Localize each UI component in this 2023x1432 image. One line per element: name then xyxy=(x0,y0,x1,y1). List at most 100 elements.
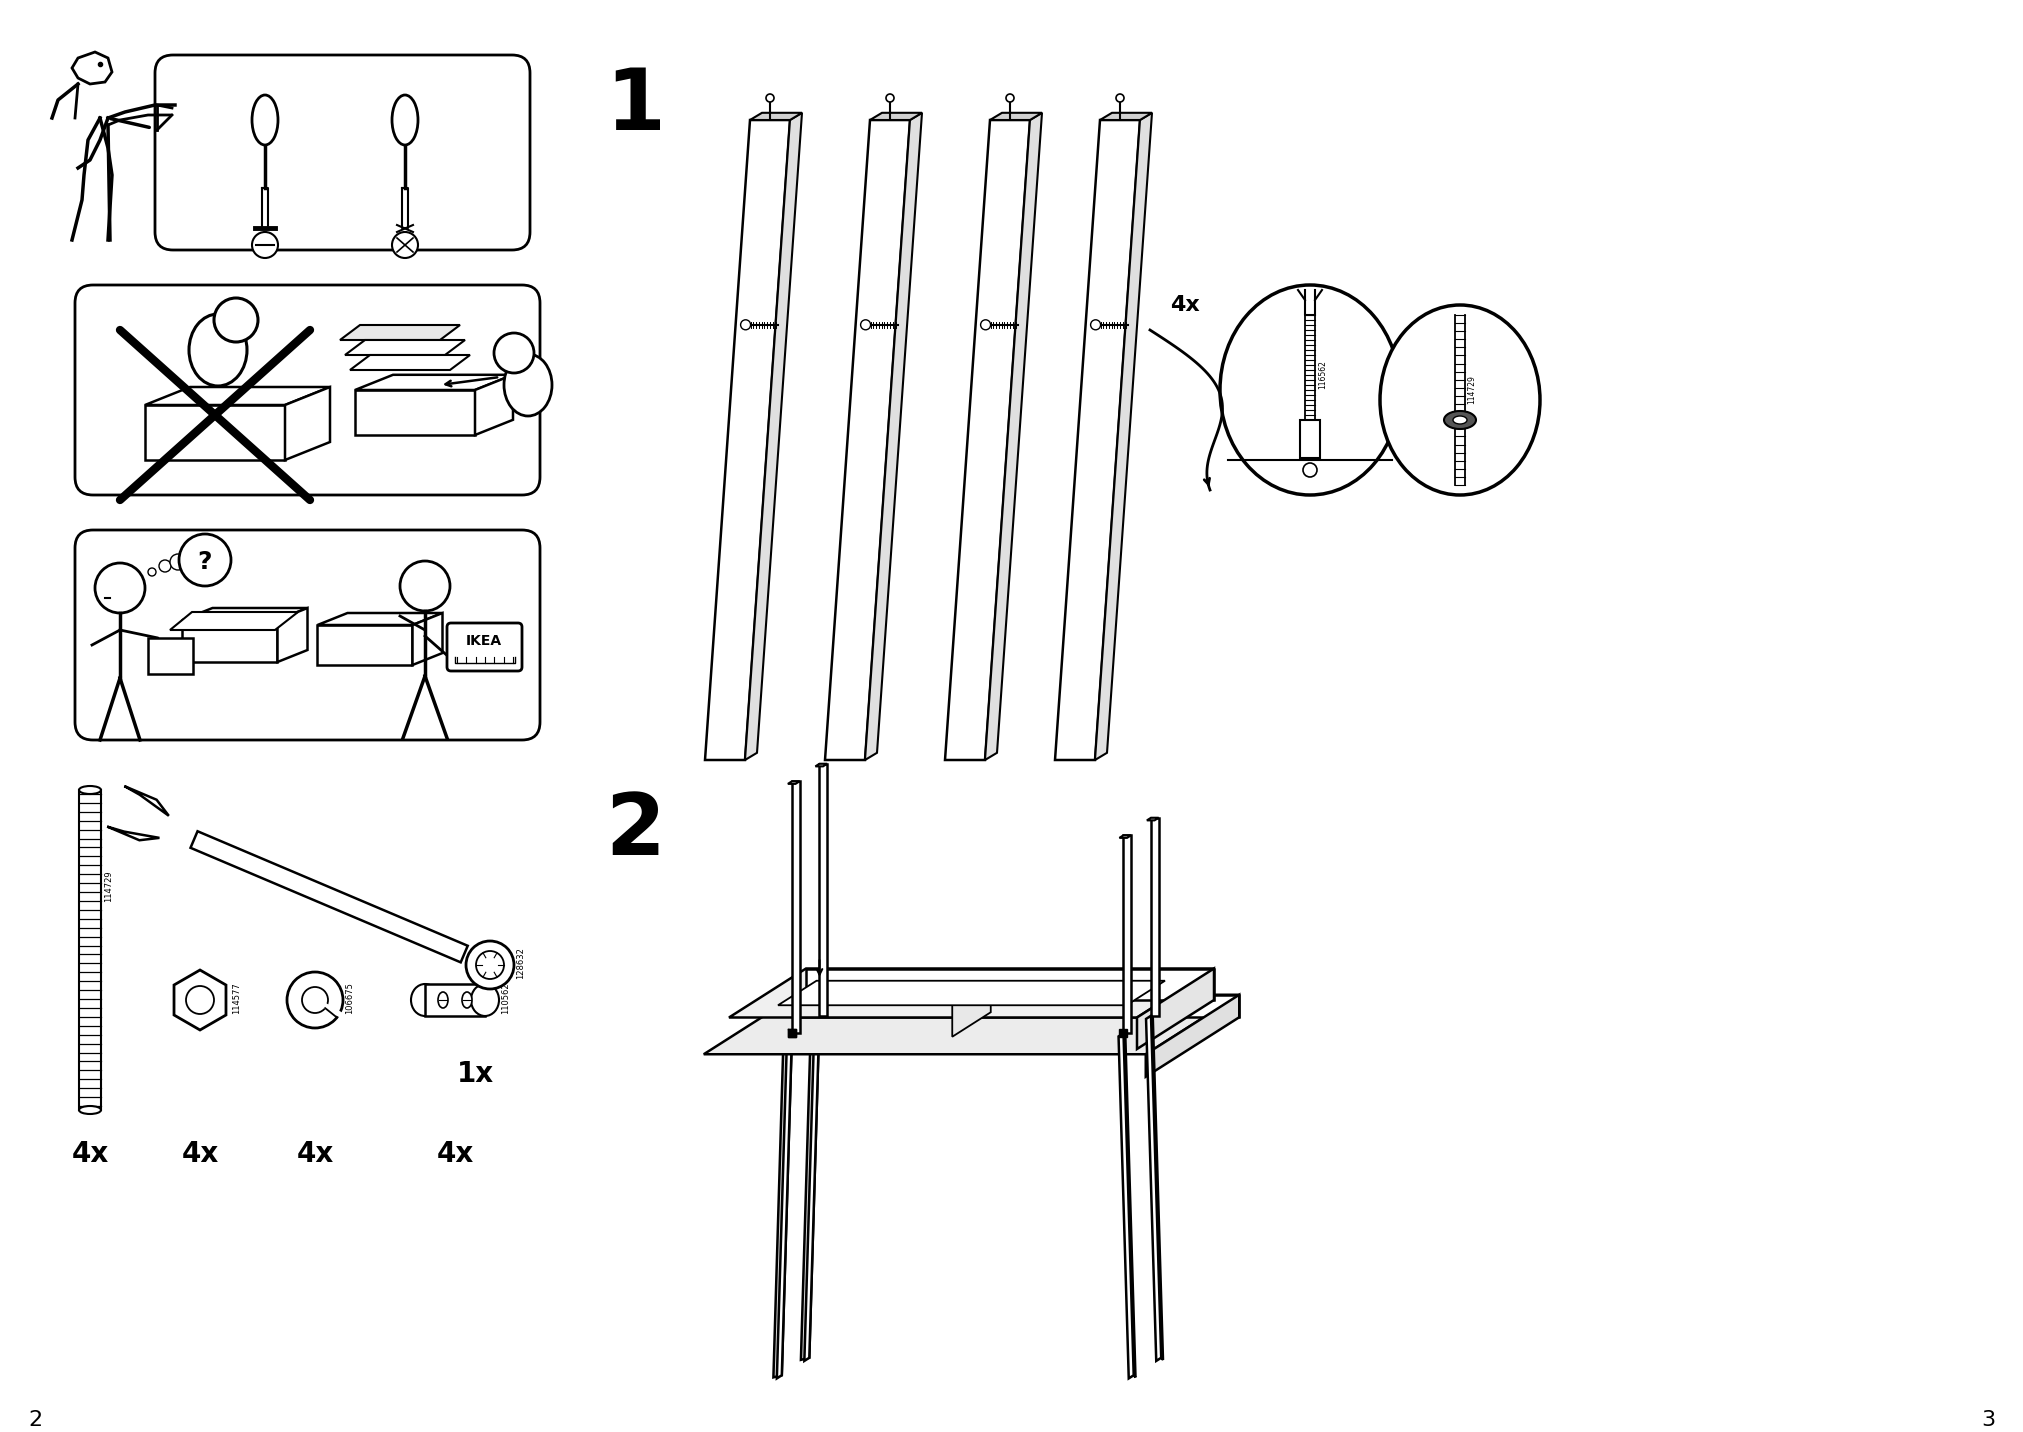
Circle shape xyxy=(392,232,419,258)
Polygon shape xyxy=(146,387,330,405)
Ellipse shape xyxy=(188,314,247,387)
Text: 114729: 114729 xyxy=(1467,375,1475,404)
Circle shape xyxy=(494,334,534,372)
Text: 114729: 114729 xyxy=(103,871,113,902)
Text: 4x: 4x xyxy=(437,1140,473,1169)
Circle shape xyxy=(1005,95,1014,102)
Polygon shape xyxy=(1098,113,1151,120)
Polygon shape xyxy=(945,120,1030,760)
Polygon shape xyxy=(728,968,1214,1018)
Polygon shape xyxy=(704,995,1238,1054)
Polygon shape xyxy=(1119,835,1131,838)
Polygon shape xyxy=(285,387,330,460)
Polygon shape xyxy=(1145,995,1238,1077)
Text: 1x: 1x xyxy=(457,1060,494,1088)
Polygon shape xyxy=(413,613,443,664)
Polygon shape xyxy=(864,113,922,760)
Polygon shape xyxy=(182,609,307,620)
Polygon shape xyxy=(787,782,799,783)
Circle shape xyxy=(160,560,170,571)
Polygon shape xyxy=(1145,1015,1161,1360)
Polygon shape xyxy=(825,120,910,760)
Polygon shape xyxy=(354,375,512,390)
Text: 1: 1 xyxy=(605,64,664,147)
Ellipse shape xyxy=(437,992,447,1008)
FancyBboxPatch shape xyxy=(75,530,540,740)
Polygon shape xyxy=(1151,1015,1163,1360)
Ellipse shape xyxy=(1453,417,1467,424)
Polygon shape xyxy=(107,826,160,841)
Bar xyxy=(1299,420,1319,458)
Circle shape xyxy=(765,95,773,102)
Polygon shape xyxy=(318,624,413,664)
FancyBboxPatch shape xyxy=(75,285,540,495)
Text: 4x: 4x xyxy=(71,1140,109,1169)
Bar xyxy=(148,639,192,674)
Polygon shape xyxy=(870,113,922,120)
Text: 4x: 4x xyxy=(182,1140,218,1169)
Polygon shape xyxy=(475,375,512,435)
Polygon shape xyxy=(1054,120,1139,760)
Polygon shape xyxy=(73,52,111,84)
Circle shape xyxy=(287,972,342,1028)
Text: 114577: 114577 xyxy=(233,982,241,1014)
Text: 106675: 106675 xyxy=(344,982,354,1014)
Circle shape xyxy=(465,941,514,990)
Polygon shape xyxy=(1137,968,1214,1050)
Text: 2: 2 xyxy=(605,790,664,874)
Circle shape xyxy=(1115,95,1123,102)
Circle shape xyxy=(1090,319,1101,329)
Polygon shape xyxy=(1151,818,1157,1015)
Polygon shape xyxy=(773,1034,791,1378)
Polygon shape xyxy=(277,609,307,662)
Bar xyxy=(425,984,486,1015)
Polygon shape xyxy=(123,786,168,816)
Ellipse shape xyxy=(253,95,277,145)
Polygon shape xyxy=(801,1015,819,1360)
Polygon shape xyxy=(744,113,801,760)
Text: 128632: 128632 xyxy=(516,947,524,979)
Polygon shape xyxy=(1123,1034,1135,1378)
Polygon shape xyxy=(777,981,1165,1005)
Ellipse shape xyxy=(461,992,471,1008)
Text: 3: 3 xyxy=(1981,1411,1995,1431)
Polygon shape xyxy=(815,763,827,766)
Text: 116562: 116562 xyxy=(1317,361,1327,390)
Polygon shape xyxy=(704,120,789,760)
Polygon shape xyxy=(344,339,465,355)
Circle shape xyxy=(401,561,449,611)
Circle shape xyxy=(886,95,894,102)
Circle shape xyxy=(170,554,186,570)
Polygon shape xyxy=(350,355,469,369)
Polygon shape xyxy=(1119,1030,1127,1037)
Polygon shape xyxy=(1123,835,1131,1034)
Polygon shape xyxy=(985,113,1042,760)
Polygon shape xyxy=(805,968,1214,1000)
Polygon shape xyxy=(174,969,227,1030)
Polygon shape xyxy=(989,113,1042,120)
Text: IKEA: IKEA xyxy=(465,634,502,649)
Circle shape xyxy=(979,319,989,329)
Circle shape xyxy=(148,569,156,576)
Polygon shape xyxy=(1119,1034,1133,1379)
Circle shape xyxy=(253,232,277,258)
Text: 110562: 110562 xyxy=(502,982,510,1014)
Ellipse shape xyxy=(392,95,419,145)
Polygon shape xyxy=(190,831,467,962)
Ellipse shape xyxy=(79,1106,101,1114)
Polygon shape xyxy=(318,613,443,624)
FancyBboxPatch shape xyxy=(156,54,530,251)
Polygon shape xyxy=(182,620,277,662)
Circle shape xyxy=(475,951,504,979)
Ellipse shape xyxy=(79,786,101,793)
Polygon shape xyxy=(1147,818,1157,821)
Ellipse shape xyxy=(1380,305,1540,495)
Circle shape xyxy=(186,987,214,1014)
Circle shape xyxy=(1303,463,1317,477)
Circle shape xyxy=(214,298,257,342)
Polygon shape xyxy=(951,981,991,1037)
Polygon shape xyxy=(146,405,285,460)
Ellipse shape xyxy=(1442,411,1475,430)
Polygon shape xyxy=(1094,113,1151,760)
Text: 4x: 4x xyxy=(295,1140,334,1169)
